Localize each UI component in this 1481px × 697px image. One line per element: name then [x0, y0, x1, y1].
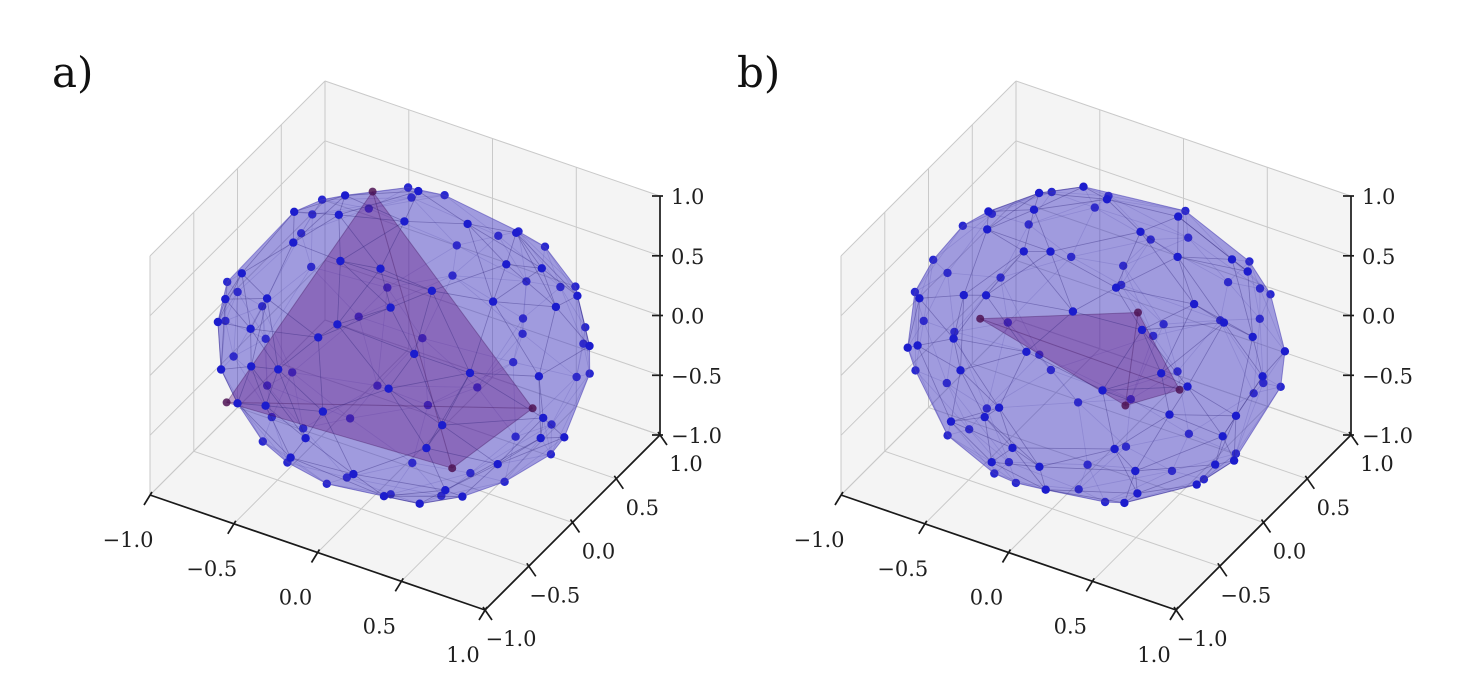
svg-text:1.0: 1.0 [1137, 643, 1170, 667]
panel-a: −1.0−0.50.00.51.0−1.0−0.50.00.51.0−1.0−0… [103, 80, 723, 667]
sphere-points-front [903, 182, 1290, 508]
sphere-mesh-back [907, 186, 1286, 504]
svg-text:−0.5: −0.5 [1362, 364, 1413, 388]
svg-text:0.5: 0.5 [1054, 614, 1087, 638]
svg-text:0.0: 0.0 [970, 586, 1003, 610]
svg-text:0.0: 0.0 [279, 586, 312, 610]
svg-text:1.0: 1.0 [669, 452, 702, 476]
svg-text:0.5: 0.5 [363, 614, 396, 638]
simplex [976, 308, 1184, 410]
svg-text:0.5: 0.5 [671, 245, 704, 269]
sphere-points-back [221, 183, 594, 500]
svg-text:1.0: 1.0 [446, 643, 479, 667]
svg-text:0.0: 0.0 [1362, 305, 1395, 329]
svg-text:−1.0: −1.0 [671, 424, 722, 448]
tick-labels: −1.0−0.50.00.51.0−1.0−0.50.00.51.0−1.0−0… [103, 185, 723, 667]
svg-text:0.0: 0.0 [582, 540, 615, 564]
svg-text:−1.0: −1.0 [794, 528, 845, 552]
tick-labels: −1.0−0.50.00.51.0−1.0−0.50.00.51.0−1.0−0… [794, 185, 1414, 667]
panel-a-label: a) [52, 48, 94, 97]
svg-text:−1.0: −1.0 [1177, 627, 1228, 651]
svg-text:0.5: 0.5 [626, 496, 659, 520]
svg-text:−0.5: −0.5 [529, 583, 580, 607]
sphere-points-front [213, 186, 594, 508]
svg-text:0.0: 0.0 [671, 305, 704, 329]
sphere-surface [907, 186, 1286, 504]
svg-text:0.5: 0.5 [1362, 245, 1395, 269]
panel-b-label: b) [737, 48, 781, 97]
svg-text:0.5: 0.5 [1317, 496, 1350, 520]
svg-text:1.0: 1.0 [671, 185, 704, 209]
svg-text:−0.5: −0.5 [671, 364, 722, 388]
svg-text:−1.0: −1.0 [1362, 424, 1413, 448]
svg-text:0.0: 0.0 [1273, 540, 1306, 564]
sphere-mesh-front [217, 190, 590, 505]
svg-text:−0.5: −0.5 [186, 557, 237, 581]
svg-text:−0.5: −0.5 [1220, 583, 1271, 607]
svg-text:1.0: 1.0 [1362, 185, 1395, 209]
svg-text:−1.0: −1.0 [103, 528, 154, 552]
sphere-mesh-front [907, 186, 1286, 504]
svg-text:1.0: 1.0 [1360, 452, 1393, 476]
svg-text:−0.5: −0.5 [877, 557, 928, 581]
svg-text:−1.0: −1.0 [486, 627, 537, 651]
panel-b: −1.0−0.50.00.51.0−1.0−0.50.00.51.0−1.0−0… [794, 80, 1414, 667]
simplex [222, 187, 537, 473]
